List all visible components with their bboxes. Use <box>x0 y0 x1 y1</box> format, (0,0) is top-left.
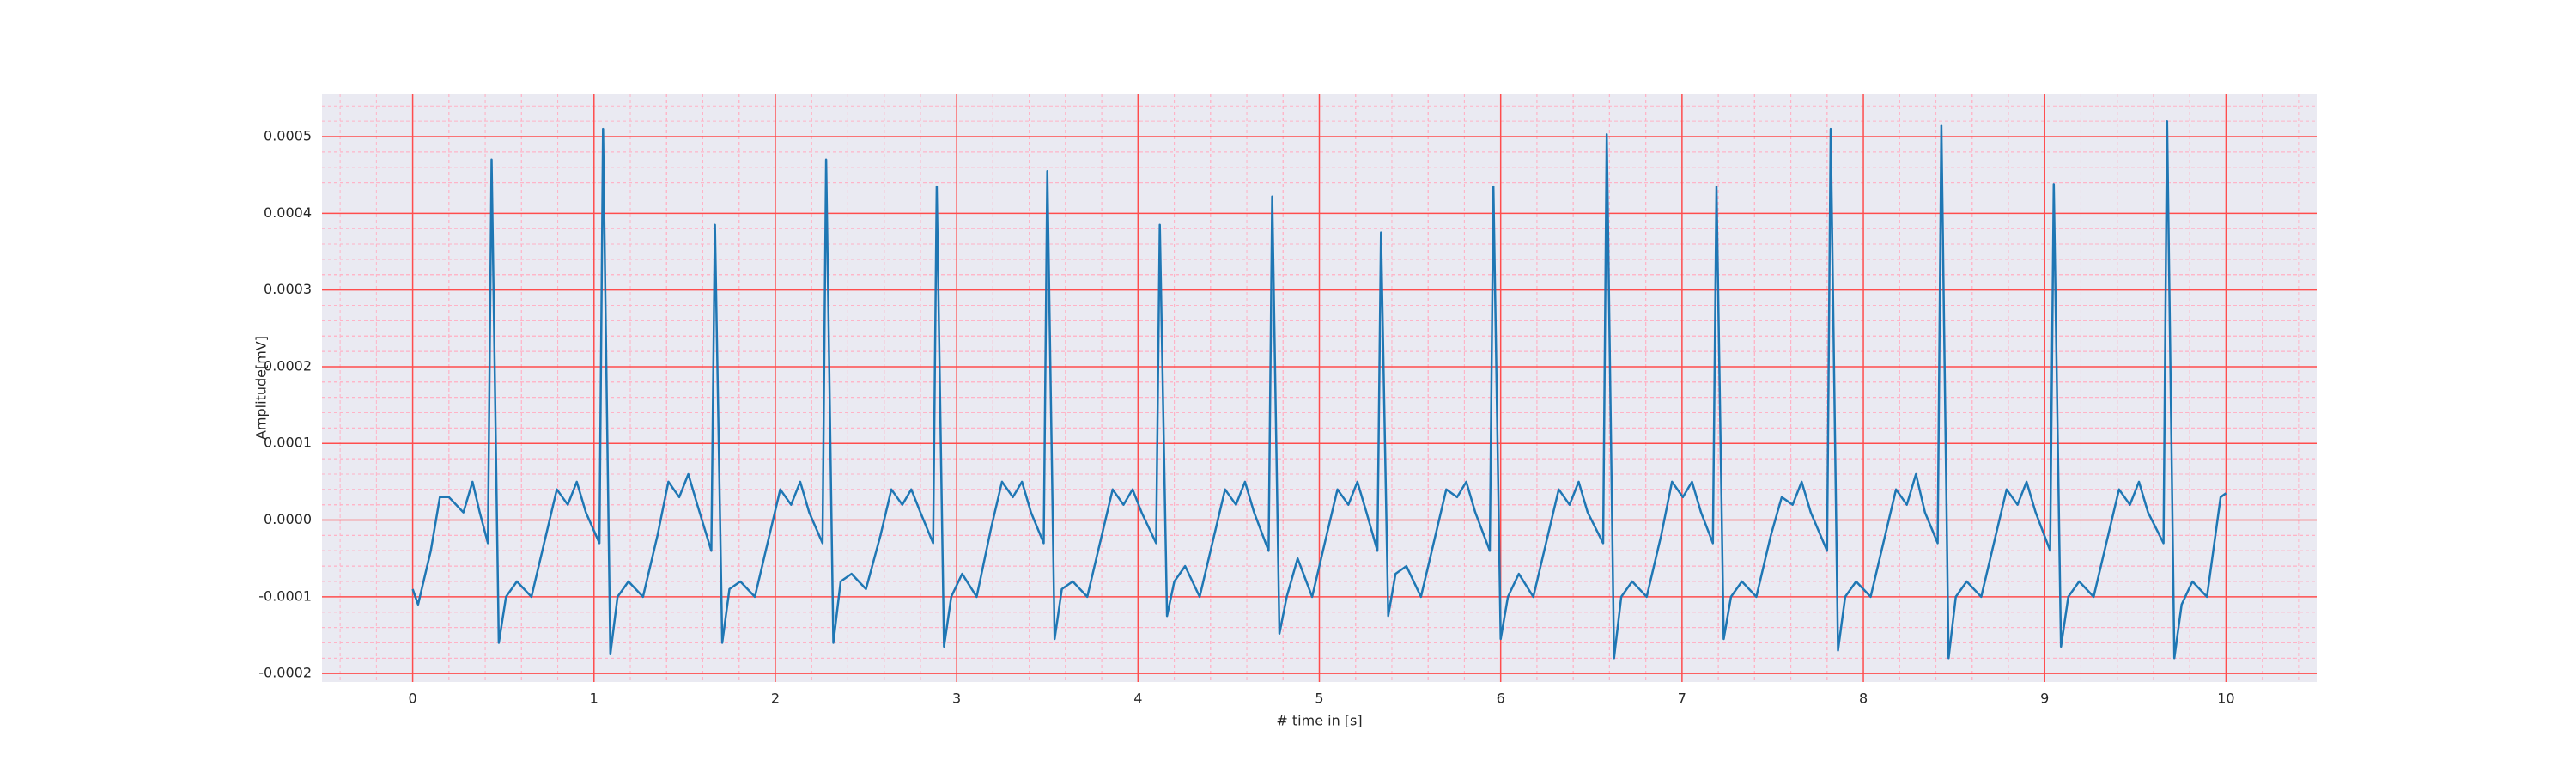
y-tick-label: 0.0000 <box>264 511 312 527</box>
x-tick-label: 3 <box>952 691 961 707</box>
x-tick-label: 1 <box>590 691 598 707</box>
x-tick-label: 2 <box>771 691 780 707</box>
ecg-line <box>411 119 2227 660</box>
x-tick-label: 5 <box>1315 691 1323 707</box>
x-tick-label: 4 <box>1133 691 1142 707</box>
y-tick-label: -0.0002 <box>258 665 312 681</box>
x-tick-label: 8 <box>1859 691 1868 707</box>
x-tick-label: 10 <box>2217 691 2234 707</box>
y-tick-label: 0.0001 <box>264 435 312 451</box>
x-tick-label: 9 <box>2040 691 2049 707</box>
y-tick-label: 0.0005 <box>264 128 312 144</box>
y-tick-label: 0.0003 <box>264 281 312 297</box>
x-tick-label: 6 <box>1497 691 1505 707</box>
x-tick-label: 0 <box>408 691 416 707</box>
y-tick-label: 0.0002 <box>264 357 312 374</box>
x-tick-label: 7 <box>1678 691 1686 707</box>
y-tick-label: -0.0001 <box>258 587 312 604</box>
y-axis-label: Amplitude[mV] <box>253 336 270 440</box>
x-axis-label: # time in [s] <box>1276 713 1362 729</box>
y-tick-label: 0.0004 <box>264 204 312 221</box>
